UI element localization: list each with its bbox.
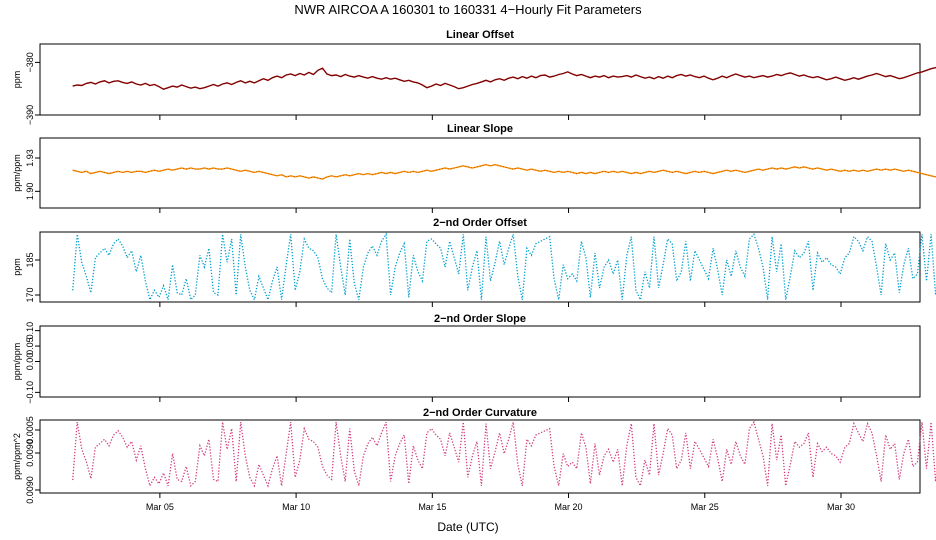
y-axis-label: ppm/ppm^2 bbox=[12, 433, 22, 480]
panel-second-order-offset: 2−nd Order Offset ppm 170 185 bbox=[12, 217, 936, 307]
y-axis-label: ppm bbox=[12, 258, 22, 276]
panel-second-order-slope: 2−nd Order Slope ppm/ppm−0.10 0.000.050.10 bbox=[12, 313, 921, 404]
x-tick-label: Mar 30 bbox=[827, 502, 855, 512]
panel-title: 2−nd Order Offset bbox=[433, 217, 527, 229]
x-tick-label: Mar 25 bbox=[691, 502, 719, 512]
y-axis-label: ppm/ppm bbox=[12, 343, 22, 381]
y-tick-label: 0.0090 bbox=[25, 476, 35, 504]
panel-frame bbox=[39, 43, 921, 116]
panel-frame bbox=[39, 325, 921, 398]
y-tick-label: 0.10 bbox=[25, 322, 35, 340]
panel-second-order-curvature: 2−nd Order Curvature ppm/ppm^20.0090 0.009… bbox=[12, 407, 936, 512]
y-axis-label: ppm bbox=[12, 71, 22, 89]
x-tick-label: Mar 20 bbox=[555, 502, 583, 512]
data-points-linear-offset bbox=[72, 67, 936, 90]
y-tick-label: 1.90 bbox=[25, 183, 35, 201]
y-tick-label: 185 bbox=[25, 252, 35, 267]
y-tick-label: 0.0090 bbox=[25, 439, 35, 467]
panel-title: Linear Offset bbox=[446, 29, 514, 41]
x-tick-label: Mar 15 bbox=[418, 502, 446, 512]
y-tick-label: −390 bbox=[25, 105, 35, 125]
y-tick-label: 0.0005 bbox=[25, 416, 35, 444]
panel-linear-slope: Linear Slope ppm/ppm 1.90 1.93 bbox=[12, 123, 936, 213]
y-axis-label: ppm/ppm bbox=[12, 154, 22, 192]
x-tick-label: Mar 05 bbox=[146, 502, 174, 512]
panel-linear-offset: Linear Offset ppm −390 −380 bbox=[12, 29, 936, 125]
panel-title: 2−nd Order Curvature bbox=[423, 407, 537, 419]
y-tick-label: −0.10 bbox=[25, 381, 35, 404]
chart-title: NWR AIRCOA A 160301 to 160331 4−Hourly F… bbox=[294, 2, 642, 17]
data-series-linear-offset bbox=[72, 66, 936, 90]
panel-frame bbox=[39, 419, 921, 494]
panel-frame bbox=[39, 137, 921, 209]
panel-title: Linear Slope bbox=[447, 123, 513, 135]
x-tick-label: Mar 10 bbox=[282, 502, 310, 512]
x-axis-label: Date (UTC) bbox=[437, 520, 498, 534]
y-tick-label: 1.93 bbox=[25, 149, 35, 167]
y-tick-label: 0.00 bbox=[25, 353, 35, 371]
y-tick-label: −380 bbox=[25, 52, 35, 72]
data-series-linear-slope bbox=[72, 163, 936, 180]
y-tick-label: 0.05 bbox=[25, 337, 35, 355]
data-series-second-order-curvature bbox=[72, 420, 936, 488]
data-series-second-order-offset bbox=[72, 232, 936, 302]
panel-title: 2−nd Order Slope bbox=[434, 313, 526, 325]
chart-panels: Linear Offset ppm −390 −380 Linear Slope ppm/… bbox=[12, 29, 936, 512]
y-tick-label: 170 bbox=[25, 287, 35, 302]
panel-frame bbox=[39, 231, 921, 303]
